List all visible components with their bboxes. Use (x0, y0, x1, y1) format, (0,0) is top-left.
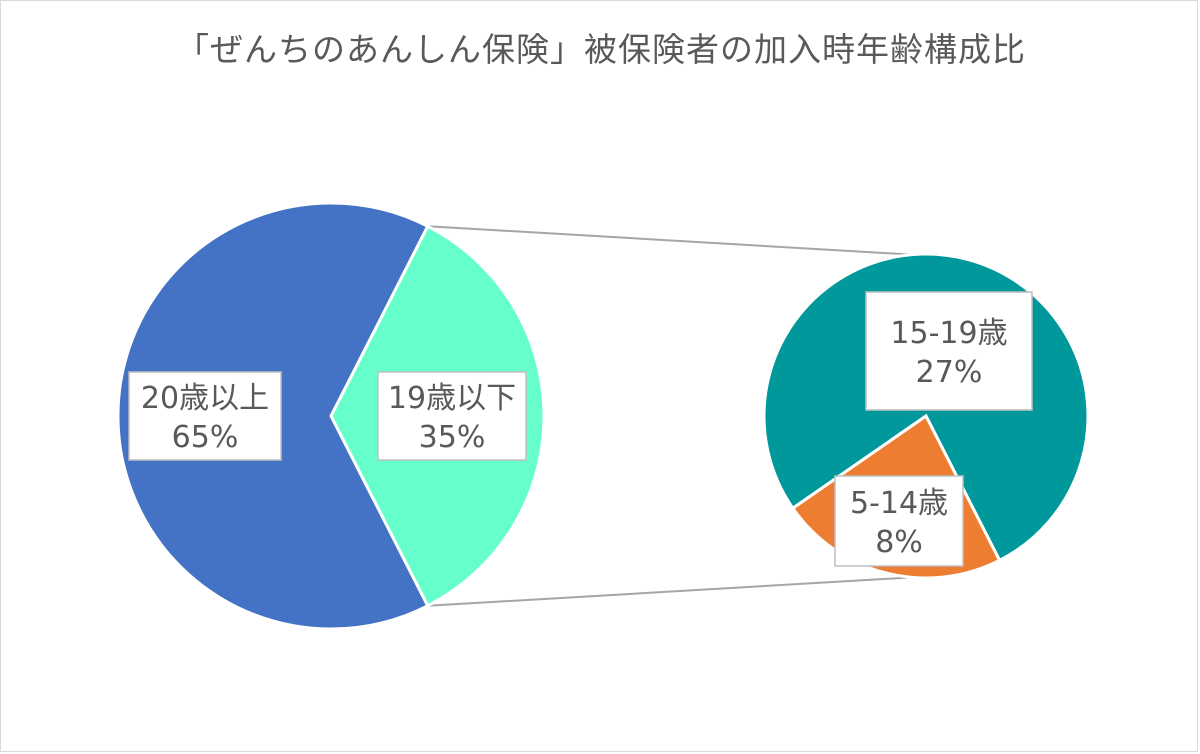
data-label-box (834, 475, 964, 567)
label-sub-1: 5-14歳 8% (834, 475, 964, 567)
data-label-category: 19歳以下 (388, 381, 516, 416)
data-label-category: 20歳以上 (141, 381, 269, 416)
chart-title: 「ぜんちのあんしん保険」被保険者の加入時年齢構成比 (176, 30, 1026, 69)
connector-lines (427, 225, 912, 607)
data-label-percent: 35% (419, 420, 486, 455)
data-label-category: 5-14歳 (850, 486, 948, 521)
data-labels: 20歳以上 65% 19歳以下 35% 15-19歳 27% 5-14歳 8% (128, 291, 1033, 567)
data-label-box (128, 371, 282, 461)
label-main-0: 20歳以上 65% (128, 371, 282, 461)
label-sub-0: 15-19歳 27% (865, 291, 1033, 411)
connector-line-bottom (427, 576, 912, 607)
data-label-box (377, 371, 527, 461)
data-label-box (865, 291, 1033, 411)
connector-line-top (427, 225, 912, 256)
data-label-category: 15-19歳 (890, 316, 1007, 351)
data-label-percent: 65% (172, 420, 239, 455)
data-label-percent: 27% (916, 355, 983, 390)
data-label-percent: 8% (875, 525, 923, 560)
label-main-1: 19歳以下 35% (377, 371, 527, 461)
